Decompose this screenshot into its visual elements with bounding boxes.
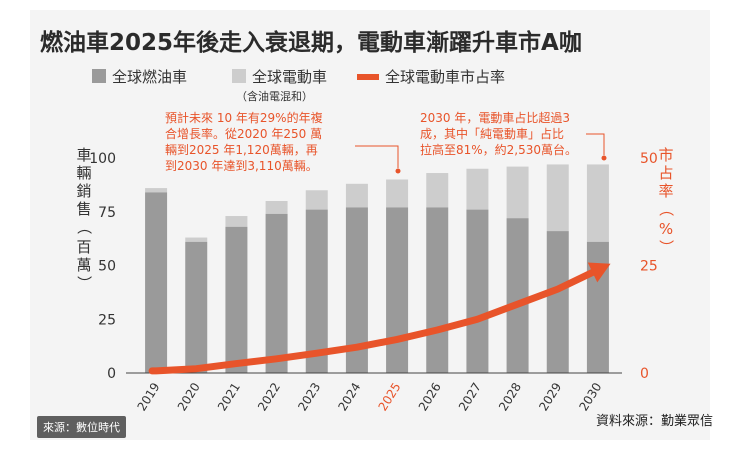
annotation-growth-dot (395, 168, 401, 174)
x-tick-2026: 2026 (416, 380, 444, 413)
legend-swatch-share (357, 74, 379, 80)
bar-ev-2026 (426, 173, 449, 208)
y-axis-right-ticks: 0 25 50 (640, 151, 658, 382)
ylabel-right-char: 占 (658, 164, 673, 182)
y-tick-left-25: 25 (98, 312, 116, 328)
x-tick-2020: 2020 (175, 380, 203, 413)
y-tick-left-75: 75 (98, 205, 116, 221)
ylabel-left-char: ） (75, 275, 93, 290)
legend-label-share: 全球電動車市占率 (385, 68, 505, 86)
legend-label-ev: 全球電動車 (252, 68, 327, 86)
bar-ice-2022 (265, 213, 288, 373)
bar-ice-2019 (145, 192, 168, 373)
x-tick-2021: 2021 (215, 380, 243, 413)
bar-ev-2022 (265, 201, 288, 214)
ylabel-left-char: 售 (76, 200, 91, 218)
y-tick-right-25: 25 (640, 259, 658, 275)
ylabel-left-char: （ (75, 219, 93, 234)
ylabel-left-char: 萬 (76, 256, 91, 274)
legend-label-ice: 全球燃油車 (112, 68, 187, 86)
bar-ice-2028 (506, 218, 529, 373)
annotation-growth-line-4: 到2030 年達到3,110萬輛。 (165, 159, 318, 173)
x-tick-2024: 2024 (335, 380, 363, 413)
y-axis-title-right: 市占率（%） (657, 146, 675, 255)
bar-ice-2029 (546, 231, 569, 373)
y-axis-left-ticks: 0 25 50 75 100 (89, 151, 116, 382)
ylabel-right-char: ） (657, 239, 675, 254)
bar-ev-2025 (386, 179, 409, 208)
credit-badge: 來源：數位時代 (37, 416, 126, 438)
legend-swatch-ice (92, 69, 106, 83)
x-tick-2028: 2028 (496, 380, 524, 413)
x-tick-2027: 2027 (456, 380, 484, 413)
bar-ice-2025 (386, 207, 409, 373)
bar-ice-2024 (345, 207, 368, 373)
ylabel-right-char: 市 (658, 146, 673, 164)
bar-ice-2021 (225, 226, 248, 373)
bar-ev-2019 (145, 188, 168, 193)
bar-ev-2030 (586, 164, 609, 242)
ylabel-left-char: 百 (76, 238, 91, 256)
annotation-2030: 2030 年，電動車占比超過3 成，其中「純電動車」占比 拉高至81%，約2,5… (420, 110, 607, 161)
x-tick-2019: 2019 (135, 380, 163, 413)
share-line-layer (148, 262, 611, 375)
annotation-2030-dot (601, 155, 607, 161)
y-tick-left-100: 100 (89, 151, 116, 167)
share-line (148, 266, 602, 375)
y-tick-right-0: 0 (640, 366, 649, 382)
annotation-2030-line-3: 拉高至81%，約2,530萬台。 (420, 142, 577, 157)
bar-ice-2023 (305, 209, 328, 373)
annotation-2030-leader (586, 133, 605, 155)
annotation-2030-line-2: 成，其中「純電動車」占比 (420, 126, 564, 141)
y-tick-right-50: 50 (640, 151, 658, 167)
ylabel-right-char: （ (657, 201, 675, 216)
ylabel-left-char: 銷 (76, 182, 91, 200)
x-tick-2029: 2029 (536, 380, 564, 413)
x-tick-2030: 2030 (576, 380, 604, 413)
bar-ice-2020 (185, 241, 208, 373)
source-text: 資料來源：勤業眾信 (596, 413, 713, 429)
bar-ev-2023 (305, 190, 328, 210)
share-arrowhead (587, 262, 611, 283)
x-tick-2022: 2022 (255, 380, 283, 413)
x-tick-2025: 2025 (376, 380, 404, 413)
annotation-2030-line-1: 2030 年，電動車占比超過3 (420, 110, 570, 125)
chart-title: 燃油車2025年後走入衰退期，電動車漸躍升車市A咖 (40, 29, 582, 56)
legend-note-ev: （含油電混和） (236, 89, 313, 103)
bar-ice-2030 (586, 241, 609, 373)
bar-ev-2029 (546, 164, 569, 232)
y-tick-left-0: 0 (107, 366, 116, 382)
annotation-growth: 預計未來 10 年有29%的年複 合增長率。從2020 年250 萬 輛到202… (165, 110, 401, 174)
bar-ev-2027 (466, 168, 489, 210)
annotation-growth-line-1: 預計未來 10 年有29%的年複 (165, 110, 323, 125)
annotation-growth-line-3: 輛到2025 年1,120萬輛，再 (165, 143, 318, 157)
ylabel-right-char: % (659, 220, 673, 238)
bar-ev-2028 (506, 166, 529, 219)
annotation-growth-leader (355, 145, 399, 168)
x-tick-2023: 2023 (295, 380, 323, 413)
ylabel-left-char: 車 (76, 146, 91, 164)
annotation-growth-line-2: 合增長率。從2020 年250 萬 (165, 126, 322, 141)
x-axis-ticks: 2019 2020 2021 2022 2023 2024 2025 2026 2027 2028… (135, 380, 605, 413)
bar-ice-2026 (426, 207, 449, 373)
y-tick-left-50: 50 (98, 259, 116, 275)
bar-ev-2020 (185, 237, 208, 242)
legend-swatch-ev (232, 69, 246, 83)
ylabel-right-char: 率 (658, 182, 673, 200)
bar-ev-2024 (345, 183, 368, 208)
bar-ice-2027 (466, 209, 489, 373)
bar-ev-2021 (225, 216, 248, 227)
ylabel-left-char: 輛 (76, 164, 91, 182)
